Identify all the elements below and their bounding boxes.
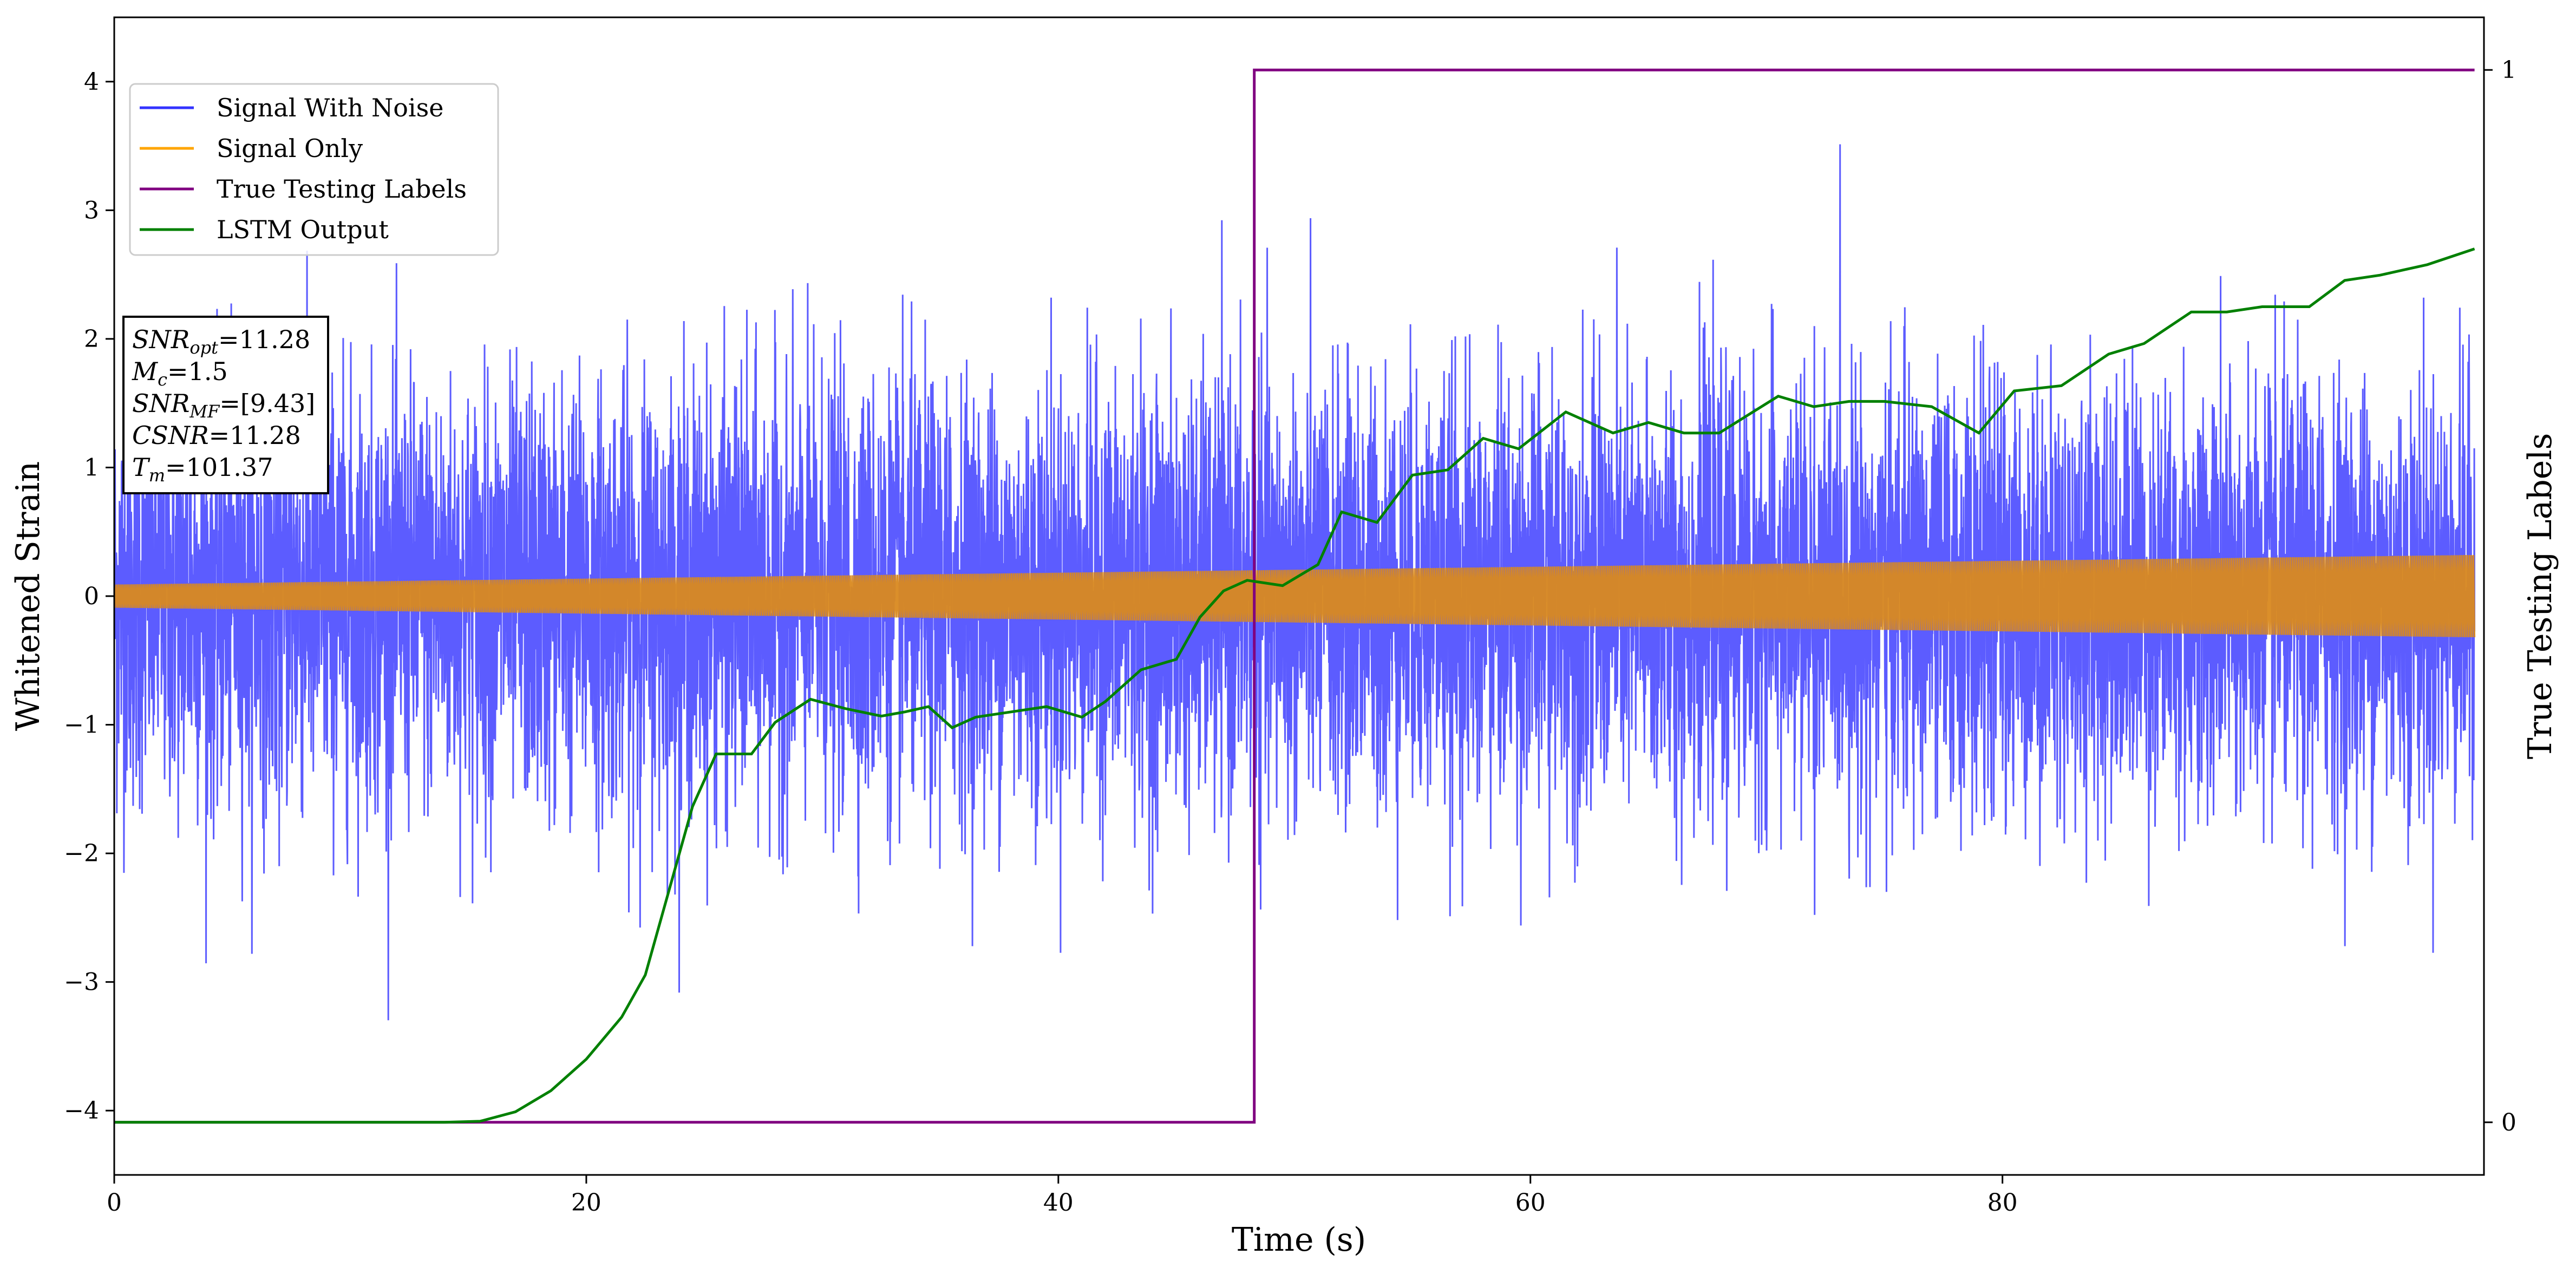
series-signal-only [114,554,2476,638]
y-tick-label: 0 [84,583,99,610]
x-tick-label: 80 [1987,1189,2018,1217]
y2-tick-label: 0 [2501,1109,2516,1136]
y-tick-label: 2 [84,325,99,353]
y-tick-label: 1 [84,454,99,481]
parameter-box: SNRopt=11.28Mc=1.5SNRMF=[9.43]CSNR=11.28… [122,316,329,494]
parameter-line: Mc=1.5 [132,357,228,390]
legend-label: LSTM Output [217,215,389,244]
x-tick-label: 40 [1043,1189,1074,1217]
parameter-line: Tm=101.37 [132,453,273,486]
y-tick-label: −3 [64,969,99,996]
legend-frame [129,83,499,256]
y-tick-label: 4 [84,68,99,96]
y2-axis-label: True Testing Labels [2521,433,2559,760]
legend-label: Signal Only [217,134,363,163]
x-axis-label: Time (s) [1232,1221,1366,1259]
parameter-line: CSNR=11.28 [132,421,301,450]
parameter-box-frame [122,316,329,494]
parameter-line: SNRMF=[9.43] [132,389,315,422]
parameter-line: SNRopt=11.28 [132,325,310,358]
series-true-testing-labels [114,68,2475,1124]
legend: Signal With Noise Signal Only True Testing… [129,83,499,256]
series-lstm-output [114,247,2475,1124]
y-tick-label: −2 [64,840,99,867]
x-tick-label: 60 [1515,1189,1546,1217]
x-tick-label: 0 [107,1189,122,1217]
y-axis-label: Whitened Strain [9,461,47,731]
legend-label: Signal With Noise [217,93,443,122]
x-tick-label: 20 [571,1189,601,1217]
legend-label: True Testing Labels [217,174,467,204]
y-tick-label: 3 [84,197,99,224]
y2-tick-label: 1 [2501,56,2516,84]
y-tick-label: −1 [64,711,99,739]
y-tick-label: −4 [64,1097,99,1125]
